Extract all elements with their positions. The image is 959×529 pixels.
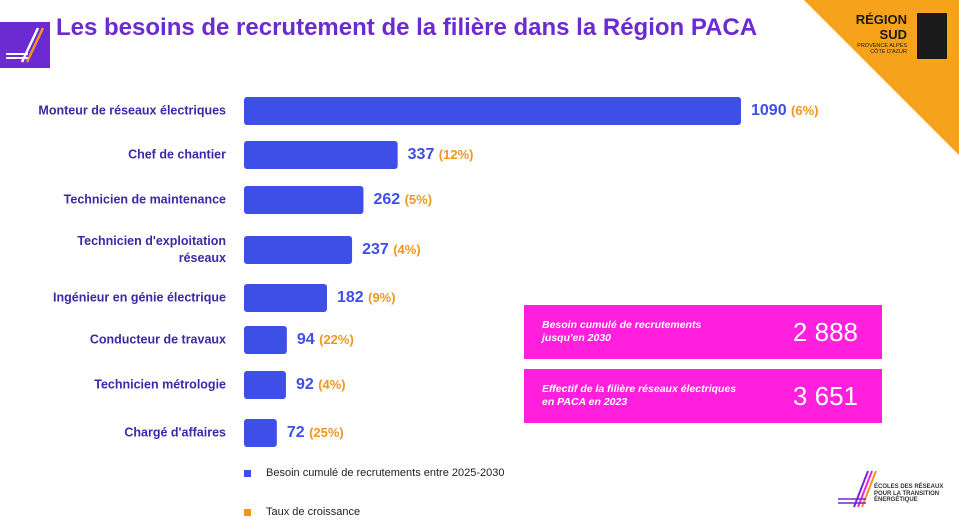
stat-box-recruitment: Besoin cumulé de recrutements jusqu'en 2… (524, 305, 882, 359)
growth-label: (12%) (438, 147, 474, 162)
value-number: 94 (296, 331, 320, 348)
growth-label: (4%) (393, 242, 421, 257)
value-label: 1090 (6%) (751, 102, 819, 120)
legend-label: Besoin cumulé de recrutements entre 2025… (266, 467, 505, 479)
legend-swatch-blue (244, 470, 251, 477)
legend-swatch-orange (244, 509, 251, 516)
value-label: 92 (4%) (296, 376, 346, 394)
growth-label: (4%) (318, 377, 346, 392)
region-logo-subtitle: PROVENCE ALPES CÔTE D'AZUR (857, 43, 907, 55)
bar (244, 186, 364, 214)
bar (244, 97, 741, 125)
stat-label: Besoin cumulé de recrutements jusqu'en 2… (542, 319, 702, 344)
value-number: 237 (362, 241, 394, 258)
ecoles-logo-text: ÉCOLES DES RÉSEAUX POUR LA TRANSITION ÉN… (874, 484, 944, 503)
category-label: Chef de chantier (128, 147, 226, 162)
value-number: 182 (336, 289, 369, 306)
stat-box-workforce: Effectif de la filière réseaux électriqu… (524, 369, 882, 423)
stat-value: 3 651 (792, 381, 858, 411)
growth-label: (22%) (319, 332, 354, 347)
value-label: 94 (22%) (297, 331, 354, 349)
bar (244, 236, 353, 264)
growth-label: (9%) (368, 290, 396, 305)
page-title: Les besoins de recrutement de la filière… (56, 14, 758, 41)
region-logo-line2: SUD (879, 27, 907, 42)
bar (244, 326, 287, 354)
ecoles-logo-icon (836, 469, 956, 513)
bar (244, 284, 327, 312)
bar (244, 141, 398, 169)
category-label: Monteur de réseaux électriques (38, 103, 226, 118)
growth-label: (5%) (404, 192, 433, 207)
value-label: 262 (5%) (373, 191, 432, 209)
value-label: 72 (25%) (287, 424, 344, 442)
category-label: Technicien métrologie (94, 377, 226, 392)
region-crest-icon (917, 13, 947, 59)
growth-label: (25%) (309, 425, 344, 440)
category-label: Technicien d'exploitation réseaux (77, 234, 226, 265)
category-label: Conducteur de travaux (89, 332, 226, 347)
value-number: 92 (295, 376, 319, 393)
category-label: Ingénieur en génie électrique (53, 290, 226, 305)
growth-label: (6%) (791, 103, 819, 118)
value-label: 337 (12%) (408, 146, 474, 164)
stat-label: Effectif de la filière réseaux électriqu… (542, 383, 737, 408)
region-logo-line1: RÉGION (855, 12, 907, 27)
value-number: 337 (407, 146, 439, 163)
value-label: 237 (4%) (362, 241, 421, 259)
category-label: Chargé d'affaires (124, 425, 226, 440)
bar (244, 371, 286, 399)
bar (244, 419, 277, 447)
value-number: 72 (286, 424, 310, 441)
value-label: 182 (9%) (337, 289, 396, 307)
value-number: 1090 (751, 102, 792, 119)
region-logo: RÉGION SUD PROVENCE ALPES CÔTE D'AZUR (804, 0, 959, 155)
category-label: Technicien de maintenance (63, 192, 226, 207)
stat-value: 2 888 (792, 317, 858, 347)
logo-left-icon (0, 22, 50, 68)
value-number: 262 (373, 191, 405, 208)
legend-label: Taux de croissance (266, 506, 361, 518)
